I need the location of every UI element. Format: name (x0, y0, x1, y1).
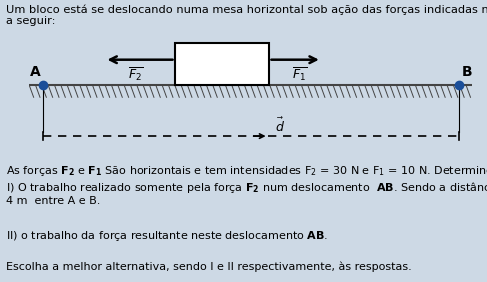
Text: I) O trabalho realizado somente pela força $\mathbf{F_2}$ num deslocamento  $\ma: I) O trabalho realizado somente pela for… (6, 180, 487, 195)
Text: As forças $\mathbf{F_2}$ e $\mathbf{F_1}$ São horizontais e tem intensidades F$_: As forças $\mathbf{F_2}$ e $\mathbf{F_1}… (6, 164, 487, 178)
Text: $\vec{d}$: $\vec{d}$ (275, 117, 285, 135)
Text: II) o trabalho da força resultante neste deslocamento $\mathbf{AB}$.: II) o trabalho da força resultante neste… (6, 229, 328, 243)
Text: Escolha a melhor alternativa, sendo I e II respectivamente, às respostas.: Escolha a melhor alternativa, sendo I e … (6, 262, 412, 272)
Text: 4 m  entre A e B.: 4 m entre A e B. (6, 196, 100, 206)
Text: B: B (461, 65, 472, 79)
Text: A: A (30, 65, 40, 79)
Bar (175, 43, 268, 85)
Text: $\overline{F_1}$: $\overline{F_1}$ (292, 66, 307, 83)
Text: $\overline{F_2}$: $\overline{F_2}$ (128, 66, 143, 83)
Text: a seguir:: a seguir: (6, 16, 56, 25)
Text: Um bloco está se deslocando numa mesa horizontal sob ação das forças indicadas n: Um bloco está se deslocando numa mesa ho… (6, 4, 487, 15)
